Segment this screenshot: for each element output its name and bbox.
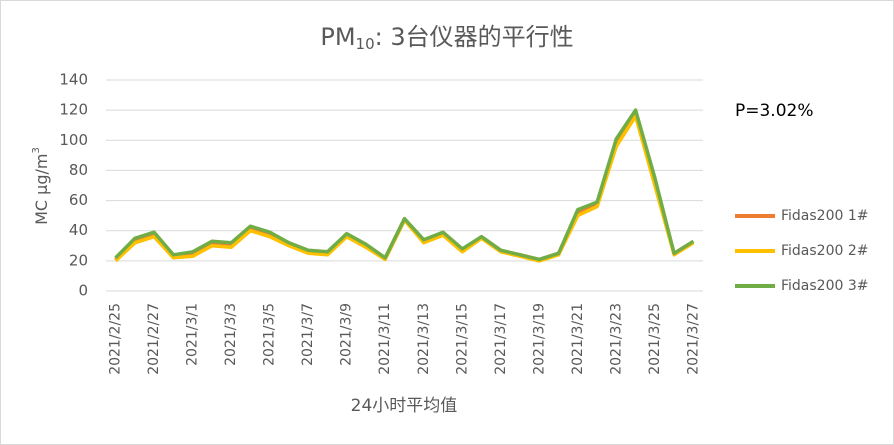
y-label-text: MC µg/m [32, 154, 51, 225]
x-tick-label: 2021/2/27 [146, 303, 162, 375]
y-tick-label: 120 [59, 101, 88, 119]
y-tick-label: 80 [69, 161, 88, 179]
x-tick-label: 2021/3/25 [647, 303, 663, 375]
y-tick-label: 40 [69, 221, 88, 239]
title-rest: : 3台仪器的平行性 [375, 23, 574, 51]
y-label-superscript: 3 [31, 147, 42, 153]
x-axis-label: 24小时平均值 [351, 396, 458, 416]
legend-label: Fidas200 1# [781, 208, 869, 224]
x-tick-label: 2021/3/3 [223, 303, 239, 366]
y-tick-label: 140 [59, 71, 88, 89]
x-tick-label: 2021/3/13 [416, 303, 432, 375]
x-tick-label: 2021/3/7 [300, 303, 316, 366]
series-line [114, 108, 695, 262]
legend-label: Fidas200 2# [781, 243, 869, 259]
legend-label: Fidas200 3# [781, 278, 869, 294]
title-subscript: 10 [356, 35, 375, 53]
y-tick-label: 60 [69, 191, 88, 209]
x-tick-label: 2021/3/21 [570, 303, 586, 375]
title-main: PM [320, 23, 355, 51]
x-tick-label: 2021/3/15 [454, 303, 470, 375]
x-tick-label: 2021/3/9 [339, 303, 355, 366]
x-tick-label: 2021/3/5 [262, 303, 278, 366]
y-tick-label: 0 [78, 282, 88, 300]
x-tick-label: 2021/3/11 [377, 303, 393, 375]
x-tick-label: 2021/3/17 [493, 303, 509, 375]
x-tick-label: 2021/3/27 [685, 303, 701, 375]
annotation: P=3.02% [735, 101, 814, 121]
x-tick-label: 2021/3/19 [531, 303, 547, 375]
y-axis-label: MC µg/m3 [31, 147, 51, 225]
x-tick-label: 2021/2/25 [108, 303, 124, 375]
y-tick-label: 20 [69, 251, 88, 269]
y-tick-label: 100 [59, 131, 88, 149]
chart-title: PM10: 3台仪器的平行性 [320, 23, 573, 53]
x-tick-label: 2021/3/23 [608, 303, 624, 375]
x-tick-label: 2021/3/1 [185, 303, 201, 366]
